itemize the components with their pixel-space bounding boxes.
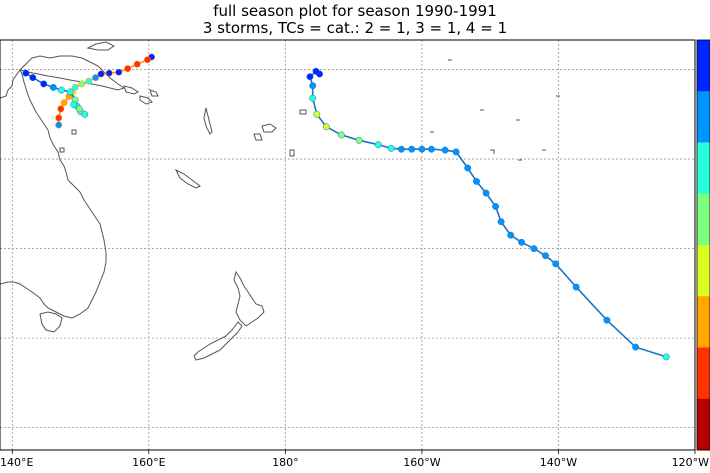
map-frame [0,39,696,451]
storm-track-point [22,69,30,77]
category-colorbar [696,39,710,451]
new-britain-coastline [86,41,115,51]
colorbar-segment [697,91,710,143]
storm-track-point [49,83,57,91]
x-tick-label: 160°E [132,456,165,469]
australia-coastline [0,69,107,319]
storm-track-point [387,144,395,152]
storm-track-point [518,238,526,246]
storm-track-point [309,94,317,102]
storm-track-3 [22,69,89,118]
storm-tracks [22,53,670,361]
storm-track-point [313,110,321,118]
coastlines [0,41,560,361]
storm-track-point [473,177,480,185]
storm-track-point [306,73,314,81]
storm-track-point [428,145,435,153]
storm-track-point [492,203,500,210]
storm-track-point [55,114,63,122]
storm-track-point [464,164,472,172]
colorbar-segment [697,142,710,195]
storm-track-point [85,77,93,85]
colorbar-frame [696,39,710,451]
storm-track-point [441,146,449,154]
storm-track-point [337,131,345,139]
storm-track-point [497,218,505,226]
x-tick-label: 140°W [540,456,577,469]
storm-track-point [124,65,132,73]
storm-track-point [115,68,123,76]
colorbar-segment [697,347,710,400]
storm-track-point [105,69,113,77]
storm-track-point [57,86,65,94]
new-zealand-south-island-coastline [193,321,243,361]
storm-track-point [70,101,78,108]
solomon-islands-coastline [123,85,159,105]
vanuatu-coastline [203,107,213,135]
storm-track-point [452,148,460,156]
storm-track-point [55,121,63,129]
colorbar-segment [697,296,710,348]
storm-track-point [322,123,330,131]
fiji-coastline [253,123,277,141]
x-tick-label: 140°E [0,456,33,469]
tasmania-coastline [39,311,63,333]
storm-track-point [40,80,48,88]
storm-track-point [97,70,105,78]
map-title: full season plot for season 1990-1991 [213,2,497,20]
storm-track-point [309,82,317,90]
colorbar-segment [697,40,710,92]
storm-track-point [92,74,100,82]
storm-track-point [552,260,560,268]
storm-track-point [397,145,405,153]
storm-track-1 [306,67,670,361]
x-tick-label: 180° [272,456,299,469]
small-islands [59,59,560,161]
storm-track-point [418,145,426,153]
storm-track-point [29,74,37,82]
tonga-samoa-coastline [289,109,307,157]
storm-track-point [482,189,490,197]
storm-track-point [133,60,141,68]
storm-track-point [60,99,68,107]
storm-track-point [57,105,65,113]
x-axis-ticks: 140°E 160°E 180° 160°W 140°W 120°W [0,450,709,469]
storm-track-point [632,343,640,351]
colorbar-segment [697,398,710,451]
colorbar-segment [697,193,710,246]
storm-track-point [530,245,538,253]
colorbar-segment [697,245,710,297]
storm-track-point [355,136,363,144]
new-guinea-coastline [19,55,126,91]
storm-track-point [572,283,580,291]
storm-track-point [78,80,86,88]
storm-track-point [66,88,74,96]
x-tick-label: 120°W [672,456,709,469]
new-caledonia-coastline [174,168,201,189]
storm-track-point [603,316,611,324]
storm-track-point [75,105,83,113]
new-zealand-north-island-coastline [233,270,265,327]
gridlines [0,40,695,450]
storm-track-point [374,141,382,149]
storm-track-point [542,252,549,260]
storm-track-point [312,67,320,75]
map-subtitle: 3 storms, TCs = cat.: 2 = 1, 3 = 1, 4 = … [202,19,508,37]
storm-track-point [408,145,416,153]
storm-track-point [71,83,79,91]
storm-track-point [662,353,670,361]
storm-track-point [507,231,515,239]
x-tick-label: 160°W [403,456,440,469]
storm-track-line [309,70,667,358]
storm-track-point [144,56,151,64]
storm-track-point [81,110,89,118]
